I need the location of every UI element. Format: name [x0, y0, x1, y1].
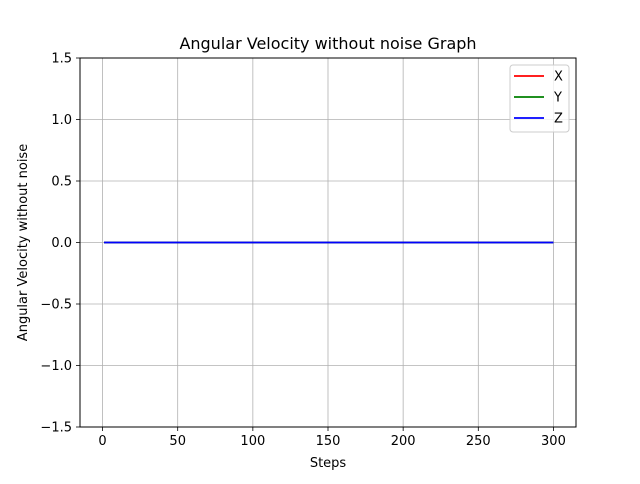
y-tick-label: 1.0: [51, 113, 72, 128]
x-tick-label: 300: [541, 434, 566, 449]
y-tick-label: −1.0: [40, 359, 72, 374]
legend-label-y: Y: [553, 91, 562, 106]
x-tick-label: 150: [316, 434, 341, 449]
x-tick-label: 250: [466, 434, 491, 449]
x-tick-label: 50: [169, 434, 186, 449]
legend-box: [509, 64, 570, 133]
y-tick-label: 1.5: [51, 52, 72, 67]
x-tick-label: 0: [98, 434, 106, 449]
y-axis-ticks: −1.5 −1.0 −0.5 0.0 0.5 1.0 1.5: [40, 52, 80, 436]
y-tick-label: −1.5: [40, 421, 72, 436]
x-tick-label: 200: [391, 434, 416, 449]
y-tick-label: 0.0: [51, 236, 72, 251]
legend: XYZ: [509, 64, 570, 133]
y-axis-label: Angular Velocity without noise: [16, 144, 31, 341]
x-tick-label: 100: [240, 434, 265, 449]
y-tick-label: −0.5: [40, 298, 72, 313]
x-axis-label: Steps: [310, 456, 347, 471]
legend-label-z: Z: [554, 112, 563, 127]
x-axis-ticks: 0 50 100 150 200 250 300: [98, 427, 566, 449]
y-tick-label: 0.5: [51, 175, 72, 190]
chart-title: Angular Velocity without noise Graph: [179, 34, 476, 53]
legend-label-x: X: [554, 70, 563, 85]
